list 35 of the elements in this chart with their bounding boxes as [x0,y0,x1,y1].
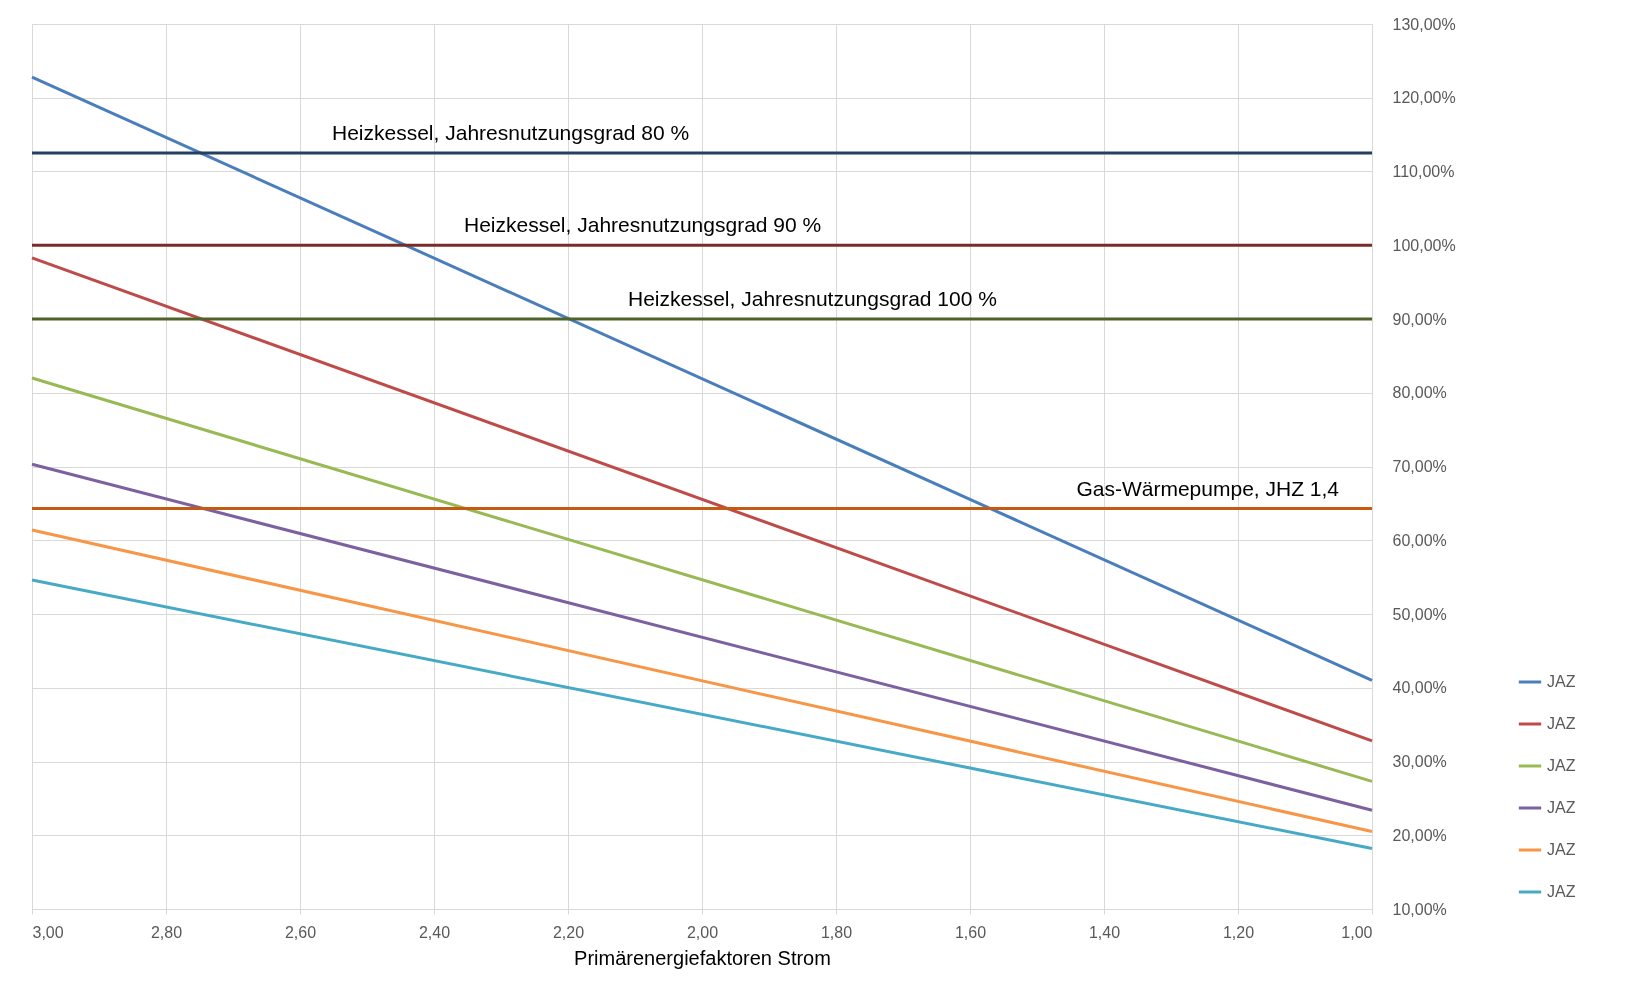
y-tick-label: 70,00% [1392,458,1447,475]
ref-line-label: Gas-Wärmepumpe, JHZ 1,4 [1076,476,1340,500]
x-tick-label: 1,20 [1222,923,1255,941]
legend-label: JAZ [1547,673,1576,690]
legend-label: JAZ [1547,841,1576,858]
legend-label: JAZ [1547,757,1576,774]
x-tick-label: 2,00 [686,923,719,941]
legend-label: JAZ [1547,883,1576,900]
y-tick-label: 100,00% [1392,236,1456,254]
y-tick-label: 60,00% [1392,531,1447,549]
x-tick-label: 1,00 [1341,923,1373,941]
y-tick-label: 90,00% [1392,310,1447,328]
y-tick-label: 10,00% [1392,900,1447,918]
y-tick-label: 80,00% [1392,384,1447,402]
x-tick-label: 1,60 [954,923,987,941]
legend-label: JAZ [1547,715,1576,732]
x-tick-label: 2,40 [418,923,451,941]
x-tick-label: 2,60 [284,923,317,941]
ref-line-label: Heizkessel, Jahresnutzungsgrad 100 % [628,287,997,310]
y-tick-label: 120,00% [1392,89,1456,107]
y-tick-label: 50,00% [1392,605,1447,623]
y-tick-label: 110,00% [1392,163,1455,180]
x-tick-label: 1,40 [1088,923,1121,941]
y-tick-label: 130,00% [1392,15,1456,33]
ref-line-label: Heizkessel, Jahresnutzungsgrad 80 % [332,121,690,145]
x-tick-label: 3,00 [32,923,64,941]
x-tick-label: 1,80 [820,923,853,941]
x-tick-label: 2,80 [150,923,183,941]
legend-label: JAZ [1547,799,1576,816]
y-tick-label: 20,00% [1392,826,1447,844]
ref-line-label: Heizkessel, Jahresnutzungsgrad 90 % [464,213,822,237]
y-tick-label: 40,00% [1392,679,1447,697]
y-tick-label: 30,00% [1392,753,1447,770]
x-axis-title: Primärenergiefaktoren Strom [574,946,831,969]
x-tick-label: 2,20 [552,923,585,941]
